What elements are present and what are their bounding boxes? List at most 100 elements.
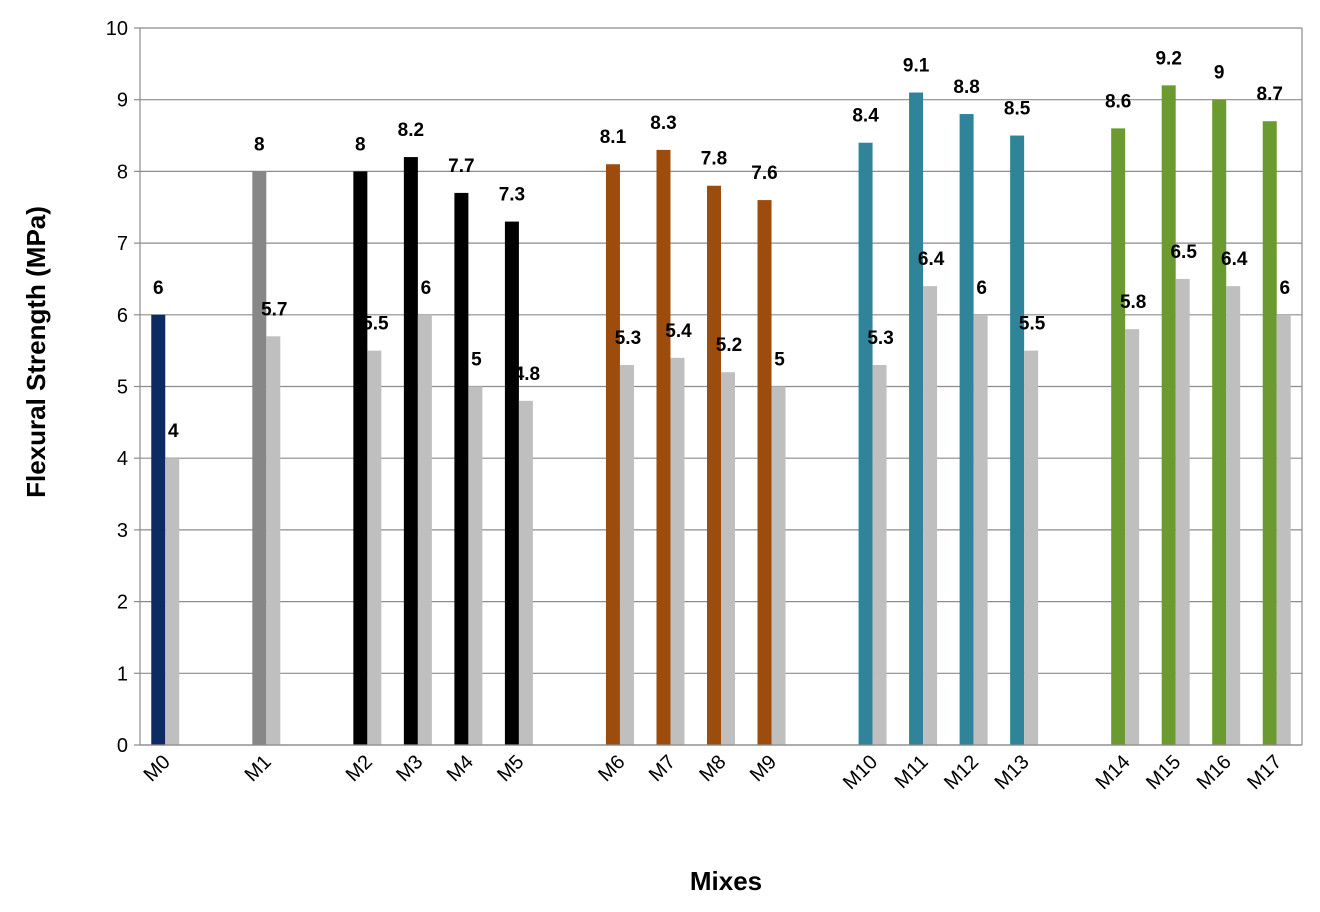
bar-series-2	[417, 314, 432, 745]
x-tick-label: M11	[891, 751, 933, 793]
data-label-series-1: 6	[153, 278, 164, 299]
x-tick-label: M10	[839, 751, 882, 794]
bar-series-2	[518, 400, 533, 745]
bar-series-1	[504, 221, 519, 746]
data-label-series-1: 9.1	[903, 56, 930, 77]
bar-series-1	[1161, 85, 1176, 746]
bar-series-1	[959, 114, 974, 746]
data-label-series-1: 8	[355, 134, 366, 155]
x-tick-label: M17	[1243, 751, 1286, 794]
bar-series-1	[656, 149, 671, 745]
bar-series-2	[1276, 314, 1291, 745]
data-label-series-1: 8.7	[1257, 84, 1283, 105]
data-label-series-2: 6	[976, 278, 987, 299]
y-tick-label: 6	[117, 305, 128, 327]
x-axis-title: Mixes	[690, 866, 762, 896]
bar-series-2	[771, 386, 786, 745]
bar-series-1	[858, 142, 873, 746]
bar-series-2	[266, 336, 281, 745]
x-tick-label: M5	[493, 751, 528, 786]
x-tick-label: M0	[140, 751, 175, 786]
bar-series-1	[1212, 99, 1227, 745]
data-label-series-2: 5.2	[716, 335, 742, 356]
bar-series-2	[923, 286, 938, 745]
bar-series-1	[1010, 135, 1025, 746]
bar-series-2	[1226, 286, 1241, 745]
bar-series-1	[403, 157, 418, 745]
y-tick-label: 7	[117, 233, 128, 255]
x-tick-label: M6	[594, 751, 629, 786]
data-label-series-2: 5.5	[362, 314, 389, 335]
data-label-series-2: 5	[471, 350, 482, 371]
data-label-series-1: 8.3	[650, 113, 676, 134]
bar-series-2	[670, 357, 685, 745]
x-tick-label: M1	[241, 751, 276, 786]
x-tick-label: M3	[392, 751, 427, 786]
y-tick-label: 2	[117, 592, 128, 614]
bar-series-1	[909, 92, 924, 745]
data-label-series-1: 7.6	[751, 163, 777, 184]
y-tick-label: 5	[117, 377, 128, 399]
data-label-series-2: 5.3	[615, 328, 641, 349]
data-label-series-2: 5.8	[1120, 292, 1146, 313]
x-tick-label: M15	[1142, 751, 1185, 794]
bar-series-1	[605, 164, 620, 746]
bar-series-1	[454, 192, 469, 745]
data-label-series-2: 6.4	[918, 249, 945, 270]
data-label-series-1: 8.5	[1004, 99, 1031, 120]
bar-series-2	[1125, 329, 1140, 745]
data-label-series-1: 8.6	[1105, 91, 1131, 112]
data-label-series-2: 5.7	[261, 299, 287, 320]
data-label-series-2: 6.4	[1221, 249, 1248, 270]
x-tick-label: M4	[443, 751, 478, 786]
bar-series-1	[151, 314, 166, 745]
data-label-series-1: 8.1	[600, 127, 627, 148]
bar-series-1	[1262, 121, 1277, 745]
y-axis-title: Flexural Strength (MPa)	[21, 206, 51, 498]
data-label-series-1: 8.2	[398, 120, 424, 141]
bar-series-2	[619, 364, 634, 745]
data-label-series-1: 7.7	[448, 156, 474, 177]
data-label-series-2: 6	[1279, 278, 1290, 299]
y-tick-label: 3	[117, 520, 128, 542]
data-label-series-2: 4	[168, 421, 179, 442]
data-label-series-1: 9.2	[1155, 48, 1181, 69]
data-label-series-1: 8.4	[852, 106, 879, 127]
bar-series-2	[721, 372, 735, 745]
bar-series-1	[707, 185, 721, 746]
x-tick-label: M8	[695, 751, 730, 786]
data-label-series-1: 8	[254, 134, 265, 155]
y-tick-label: 9	[117, 90, 128, 112]
data-label-series-2: 6	[421, 278, 432, 299]
x-tick-label: M7	[645, 751, 680, 786]
bar-series-1	[252, 171, 267, 745]
data-label-series-2: 4.8	[514, 364, 540, 385]
bar-series-1	[353, 171, 368, 745]
x-tick-label: M16	[1193, 751, 1236, 794]
data-label-series-2: 5.4	[665, 321, 692, 342]
bar-series-1	[757, 200, 772, 745]
y-tick-label: 0	[117, 735, 128, 757]
y-tick-label: 8	[117, 161, 128, 183]
x-tick-label: M9	[746, 751, 781, 786]
x-tick-label: M13	[991, 751, 1034, 794]
y-tick-label: 10	[106, 18, 128, 40]
data-label-series-1: 8.8	[953, 77, 979, 98]
bar-series-2	[1024, 350, 1039, 745]
data-label-series-2: 5.5	[1019, 314, 1046, 335]
bar-series-2	[872, 364, 887, 745]
x-tick-label: M2	[342, 751, 377, 786]
bar-series-2	[468, 386, 483, 745]
bar-series-2	[973, 314, 988, 745]
data-labels: 6 4 8 5.7 8 5.5 8.2 6 7.7 5 7.3 4.8 8.1 5.3 8.3 5.4 7.8 5…	[153, 48, 1290, 442]
data-label-series-2: 5	[774, 350, 785, 371]
bar-series-2	[1175, 278, 1190, 745]
bar-series-2	[367, 350, 382, 745]
y-tick-label: 1	[117, 663, 128, 685]
bars	[151, 85, 1291, 746]
y-tick-label: 4	[117, 448, 128, 470]
bar-series-1	[1111, 128, 1126, 745]
data-label-series-1: 9	[1214, 63, 1225, 84]
